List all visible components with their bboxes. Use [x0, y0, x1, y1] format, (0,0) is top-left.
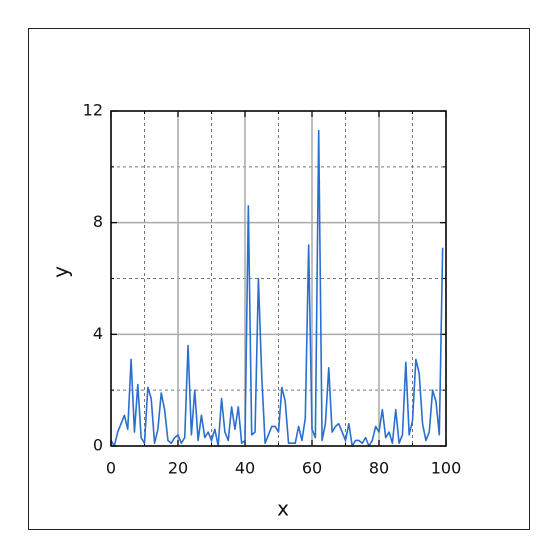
- x-tick-label: 0: [106, 459, 116, 478]
- x-tick-label: 20: [168, 459, 188, 478]
- y-tick-label: 0: [93, 436, 103, 455]
- plot-frame: [110, 110, 447, 447]
- x-tick-label: 80: [369, 459, 389, 478]
- x-tick-label: 60: [302, 459, 322, 478]
- figure-frame: [28, 28, 530, 530]
- y-axis-label: y: [49, 266, 73, 278]
- x-axis-label: x: [277, 497, 289, 521]
- y-tick-label: 12: [83, 101, 103, 120]
- data-line: [110, 129, 444, 447]
- x-tick-label: 40: [235, 459, 255, 478]
- y-tick-label: 8: [93, 212, 103, 231]
- y-tick-label: 4: [93, 324, 103, 343]
- x-tick-label: 100: [431, 459, 462, 478]
